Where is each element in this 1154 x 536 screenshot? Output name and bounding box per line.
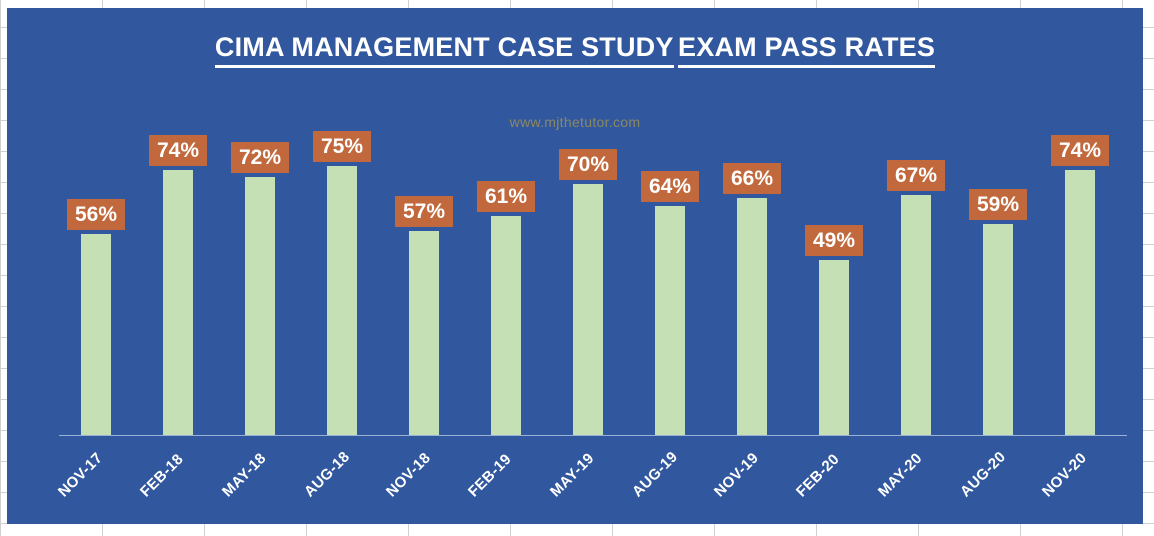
chart-title-block: CIMA MANAGEMENT CASE STUDY EXAM PASS RAT… bbox=[7, 22, 1143, 68]
category-label: FEB-18 bbox=[136, 450, 187, 501]
bar-value-label: 59% bbox=[969, 189, 1027, 220]
bar[interactable] bbox=[491, 216, 521, 436]
bar-value-label: 70% bbox=[559, 149, 617, 180]
category-label: FEB-19 bbox=[464, 450, 515, 501]
category-tick: MAY-18 bbox=[219, 440, 301, 524]
bar-slot: 74% bbox=[1039, 135, 1121, 436]
category-tick: AUG-19 bbox=[629, 440, 711, 524]
bar-value-label: 74% bbox=[1051, 135, 1109, 166]
bar-slot: 57% bbox=[383, 148, 465, 436]
bar-value-label: 61% bbox=[477, 181, 535, 212]
category-axis-labels: NOV-17 FEB-18 MAY-18 AUG-18 NOV-18 FEB-19 MAY-… bbox=[55, 440, 1127, 524]
bar-slot: 72% bbox=[219, 142, 301, 436]
bar[interactable] bbox=[1065, 170, 1095, 436]
category-label: NOV-20 bbox=[1038, 449, 1091, 501]
bar-slot: 70% bbox=[547, 148, 629, 436]
bar-value-label: 56% bbox=[67, 199, 125, 230]
bar[interactable] bbox=[901, 195, 931, 436]
bar[interactable] bbox=[163, 170, 193, 436]
bar-slot: 49% bbox=[793, 148, 875, 436]
category-tick: NOV-20 bbox=[1039, 440, 1121, 524]
category-label: NOV-17 bbox=[54, 449, 107, 501]
category-tick: NOV-18 bbox=[383, 440, 465, 524]
category-tick: AUG-20 bbox=[957, 440, 1039, 524]
bar-chart-object[interactable]: CIMA MANAGEMENT CASE STUDY EXAM PASS RAT… bbox=[7, 8, 1143, 524]
category-label: NOV-18 bbox=[382, 449, 435, 501]
bar[interactable] bbox=[81, 234, 111, 436]
bar-value-label: 75% bbox=[313, 131, 371, 162]
bar-value-label: 64% bbox=[641, 171, 699, 202]
plot-area: 56% 74% 72% 75% 57% 61% 70% 64% 66% 49% 67% 59% 74% bbox=[55, 131, 1127, 436]
bar-value-label: 67% bbox=[887, 160, 945, 191]
category-tick: AUG-18 bbox=[301, 440, 383, 524]
bar[interactable] bbox=[573, 184, 603, 436]
category-label: NOV-19 bbox=[710, 449, 763, 501]
bar-slot: 59% bbox=[957, 148, 1039, 436]
category-tick: FEB-20 bbox=[793, 440, 875, 524]
bar-value-label: 57% bbox=[395, 196, 453, 227]
bar-slot: 75% bbox=[301, 131, 383, 436]
bar[interactable] bbox=[655, 206, 685, 436]
bar[interactable] bbox=[245, 177, 275, 436]
chart-title-line-2: EXAM PASS RATES bbox=[678, 30, 936, 68]
category-label: FEB-20 bbox=[792, 450, 843, 501]
category-axis-line bbox=[59, 435, 1127, 436]
category-label: MAY-18 bbox=[218, 449, 270, 501]
bar-slot: 74% bbox=[137, 135, 219, 436]
bar-slot: 64% bbox=[629, 148, 711, 436]
category-tick: NOV-19 bbox=[711, 440, 793, 524]
bar-value-label: 74% bbox=[149, 135, 207, 166]
category-tick: NOV-17 bbox=[55, 440, 137, 524]
category-label: AUG-19 bbox=[628, 448, 682, 501]
category-label: AUG-18 bbox=[300, 448, 354, 501]
bar[interactable] bbox=[327, 166, 357, 436]
category-tick: FEB-19 bbox=[465, 440, 547, 524]
bar-slot: 61% bbox=[465, 148, 547, 436]
bar[interactable] bbox=[737, 198, 767, 436]
bar-value-label: 49% bbox=[805, 225, 863, 256]
category-tick: MAY-19 bbox=[547, 440, 629, 524]
bar-slot: 66% bbox=[711, 148, 793, 436]
bar[interactable] bbox=[819, 260, 849, 436]
category-tick: FEB-18 bbox=[137, 440, 219, 524]
bar-slot: 67% bbox=[875, 148, 957, 436]
bar-value-label: 66% bbox=[723, 163, 781, 194]
bar[interactable] bbox=[983, 224, 1013, 436]
bar-value-label: 72% bbox=[231, 142, 289, 173]
category-label: AUG-20 bbox=[956, 448, 1010, 501]
chart-subtitle-website: www.mjthetutor.com bbox=[509, 114, 641, 130]
category-label: MAY-19 bbox=[546, 449, 598, 501]
chart-title-line-1: CIMA MANAGEMENT CASE STUDY bbox=[214, 30, 674, 68]
category-label: MAY-20 bbox=[874, 449, 926, 501]
category-tick: MAY-20 bbox=[875, 440, 957, 524]
bar-slot: 56% bbox=[55, 148, 137, 436]
bar[interactable] bbox=[409, 231, 439, 436]
